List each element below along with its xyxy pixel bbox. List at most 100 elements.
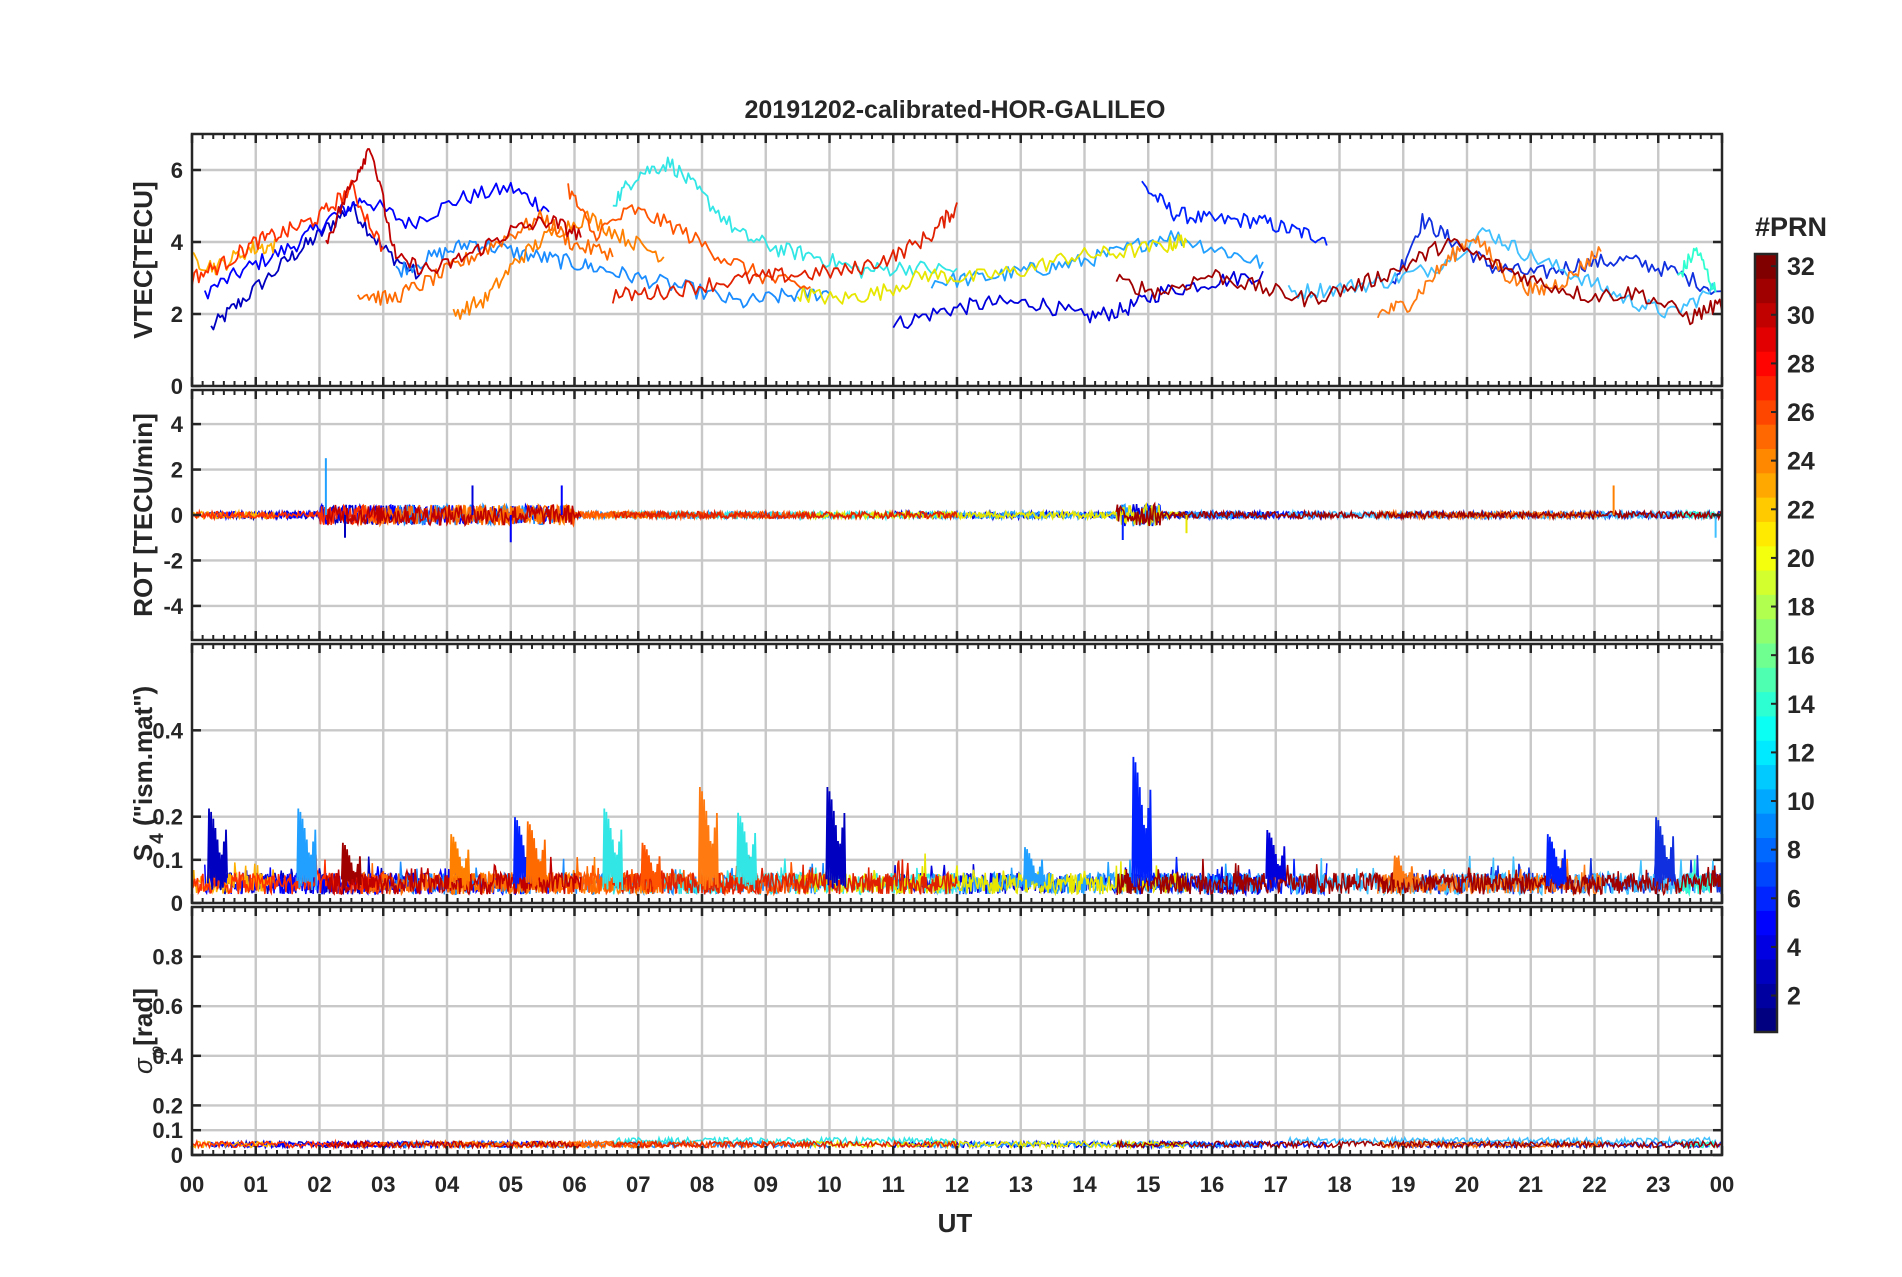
colorbar-segment xyxy=(1755,399,1777,425)
x-tick-label: 05 xyxy=(499,1172,523,1197)
colorbar-segment xyxy=(1755,545,1777,571)
y-tick-label: 0 xyxy=(171,374,183,399)
rot-series-prn-31 xyxy=(1115,501,1722,527)
colorbar-tick-label: 16 xyxy=(1787,642,1815,670)
s4-burst xyxy=(1265,829,1287,890)
colorbar-tick-label: 8 xyxy=(1787,837,1801,865)
colorbar-segment xyxy=(1755,448,1777,474)
y-tick-label: 0.6 xyxy=(152,994,183,1019)
s4-burst xyxy=(602,808,624,891)
vtec-series-prn-9 xyxy=(395,239,831,309)
x-tick-label: 00 xyxy=(1710,1172,1734,1197)
colorbar-segment xyxy=(1755,983,1777,1009)
panel-4: 00.10.2 0.4 0.6 0.8 σφ[rad] xyxy=(128,905,1724,1168)
x-tick-label: 15 xyxy=(1136,1172,1160,1197)
colorbar-segment xyxy=(1755,375,1777,401)
x-tick-label: 08 xyxy=(690,1172,714,1197)
x-tick-labels: 00 01 02 03 04 05 06 07 08 09 10 11 12 13 14 15 16 17 18 19… xyxy=(180,1172,1734,1197)
colorbar-segment xyxy=(1755,667,1777,693)
s4-series-prn-25 xyxy=(357,857,614,897)
colorbar-tick-label: 30 xyxy=(1787,302,1815,330)
s4-burst xyxy=(296,808,318,891)
y-tick-label: 0.2 xyxy=(152,805,183,830)
y-tick-label: 0 xyxy=(171,891,183,916)
x-tick-label: 22 xyxy=(1582,1172,1606,1197)
x-tick-label: 13 xyxy=(1009,1172,1033,1197)
y-tick-label: 0 xyxy=(171,1143,183,1168)
sigma-phi-series-prn-31 xyxy=(1115,1138,1722,1150)
s4-burst xyxy=(1654,817,1676,890)
vtec-series-prn-13 xyxy=(612,156,958,279)
colorbar-segment xyxy=(1755,278,1777,304)
colorbar-segment xyxy=(1755,934,1777,960)
vtec-series-prn-5 xyxy=(1141,180,1328,246)
vtec-series-prn-30 xyxy=(325,148,582,275)
x-tick-label: 19 xyxy=(1391,1172,1415,1197)
panel-data xyxy=(192,1134,1722,1151)
s4-burst xyxy=(1392,855,1414,888)
y-axis-label: ROT [TECU/min] xyxy=(128,413,158,617)
x-tick-label: 14 xyxy=(1072,1172,1097,1197)
x-tick-label: 12 xyxy=(945,1172,969,1197)
colorbar-segment xyxy=(1755,837,1777,863)
s4-burst xyxy=(825,786,847,889)
colorbar-segment xyxy=(1755,813,1777,838)
colorbar-segment xyxy=(1755,326,1777,352)
colorbar-segment xyxy=(1755,618,1777,644)
colorbar-tick-label: 4 xyxy=(1787,934,1801,962)
colorbar-segment xyxy=(1755,715,1777,741)
x-tick-label: 06 xyxy=(562,1172,586,1197)
x-tick-label: 07 xyxy=(626,1172,650,1197)
vtec-series-prn-23 xyxy=(1376,235,1602,319)
colorbar-segment xyxy=(1755,691,1777,717)
panel-data xyxy=(192,148,1722,331)
y-axis-label: σφ[rad] xyxy=(128,988,168,1074)
s4-burst xyxy=(640,842,662,891)
s4-burst xyxy=(1545,834,1567,889)
rot-series-prn-28 xyxy=(612,508,958,522)
panel-1: 0 2 4 6 VTEC[TECU] xyxy=(128,132,1724,399)
x-tick-label: 21 xyxy=(1519,1172,1543,1197)
s4-series-prn-22 xyxy=(192,862,276,895)
y-tick-label: 6 xyxy=(171,158,183,183)
colorbar-segment xyxy=(1755,302,1777,328)
y-axis-label: VTEC[TECU] xyxy=(128,181,158,338)
vtec-series-prn-3 xyxy=(892,270,1264,329)
rot-series-prn-30 xyxy=(325,503,582,527)
panel-2: -4 -2 0 2 4 ROT [TECU/min] xyxy=(128,388,1724,642)
vtec-series-prn-10 xyxy=(930,230,1264,289)
colorbar-frame xyxy=(1753,252,1779,1034)
y-tick-label: 0.1 xyxy=(152,848,183,873)
s4-series-prn-28 xyxy=(612,856,958,896)
colorbar-segment xyxy=(1755,910,1777,936)
y-tick-label: 0.2 xyxy=(152,1093,183,1118)
panel-data xyxy=(192,756,1722,898)
y-tick-label: 4 xyxy=(171,230,184,255)
x-tick-label: 02 xyxy=(307,1172,331,1197)
colorbar-segment xyxy=(1755,497,1777,522)
s4-burst xyxy=(697,786,719,890)
colorbar-segment xyxy=(1755,861,1777,887)
sigma-phi-series-prn-26 xyxy=(567,1139,811,1150)
colorbar-segment xyxy=(1755,570,1777,595)
vtec-series-prn-20 xyxy=(796,234,1188,305)
colorbar-tick-label: 18 xyxy=(1787,594,1815,622)
s4-burst xyxy=(736,812,758,887)
x-tick-label: 10 xyxy=(817,1172,841,1197)
s4-burst xyxy=(1023,847,1044,890)
y-tick-label: 0.8 xyxy=(152,945,183,970)
colorbar-label: #PRN xyxy=(1755,212,1827,242)
s4-burst xyxy=(1131,756,1153,888)
y-tick-label: 0.4 xyxy=(152,1044,183,1069)
s4-burst xyxy=(207,808,228,890)
y-axis-label: S4 ("ism.mat") xyxy=(128,686,168,861)
colorbar-segment xyxy=(1755,788,1777,814)
x-tick-label: 16 xyxy=(1200,1172,1224,1197)
vtec-series-prn-28 xyxy=(611,202,958,304)
colorbar-tick-label: 6 xyxy=(1787,885,1801,913)
s4-burst xyxy=(525,821,547,889)
chart-title: 20191202-calibrated-HOR-GALILEO xyxy=(745,96,1166,124)
